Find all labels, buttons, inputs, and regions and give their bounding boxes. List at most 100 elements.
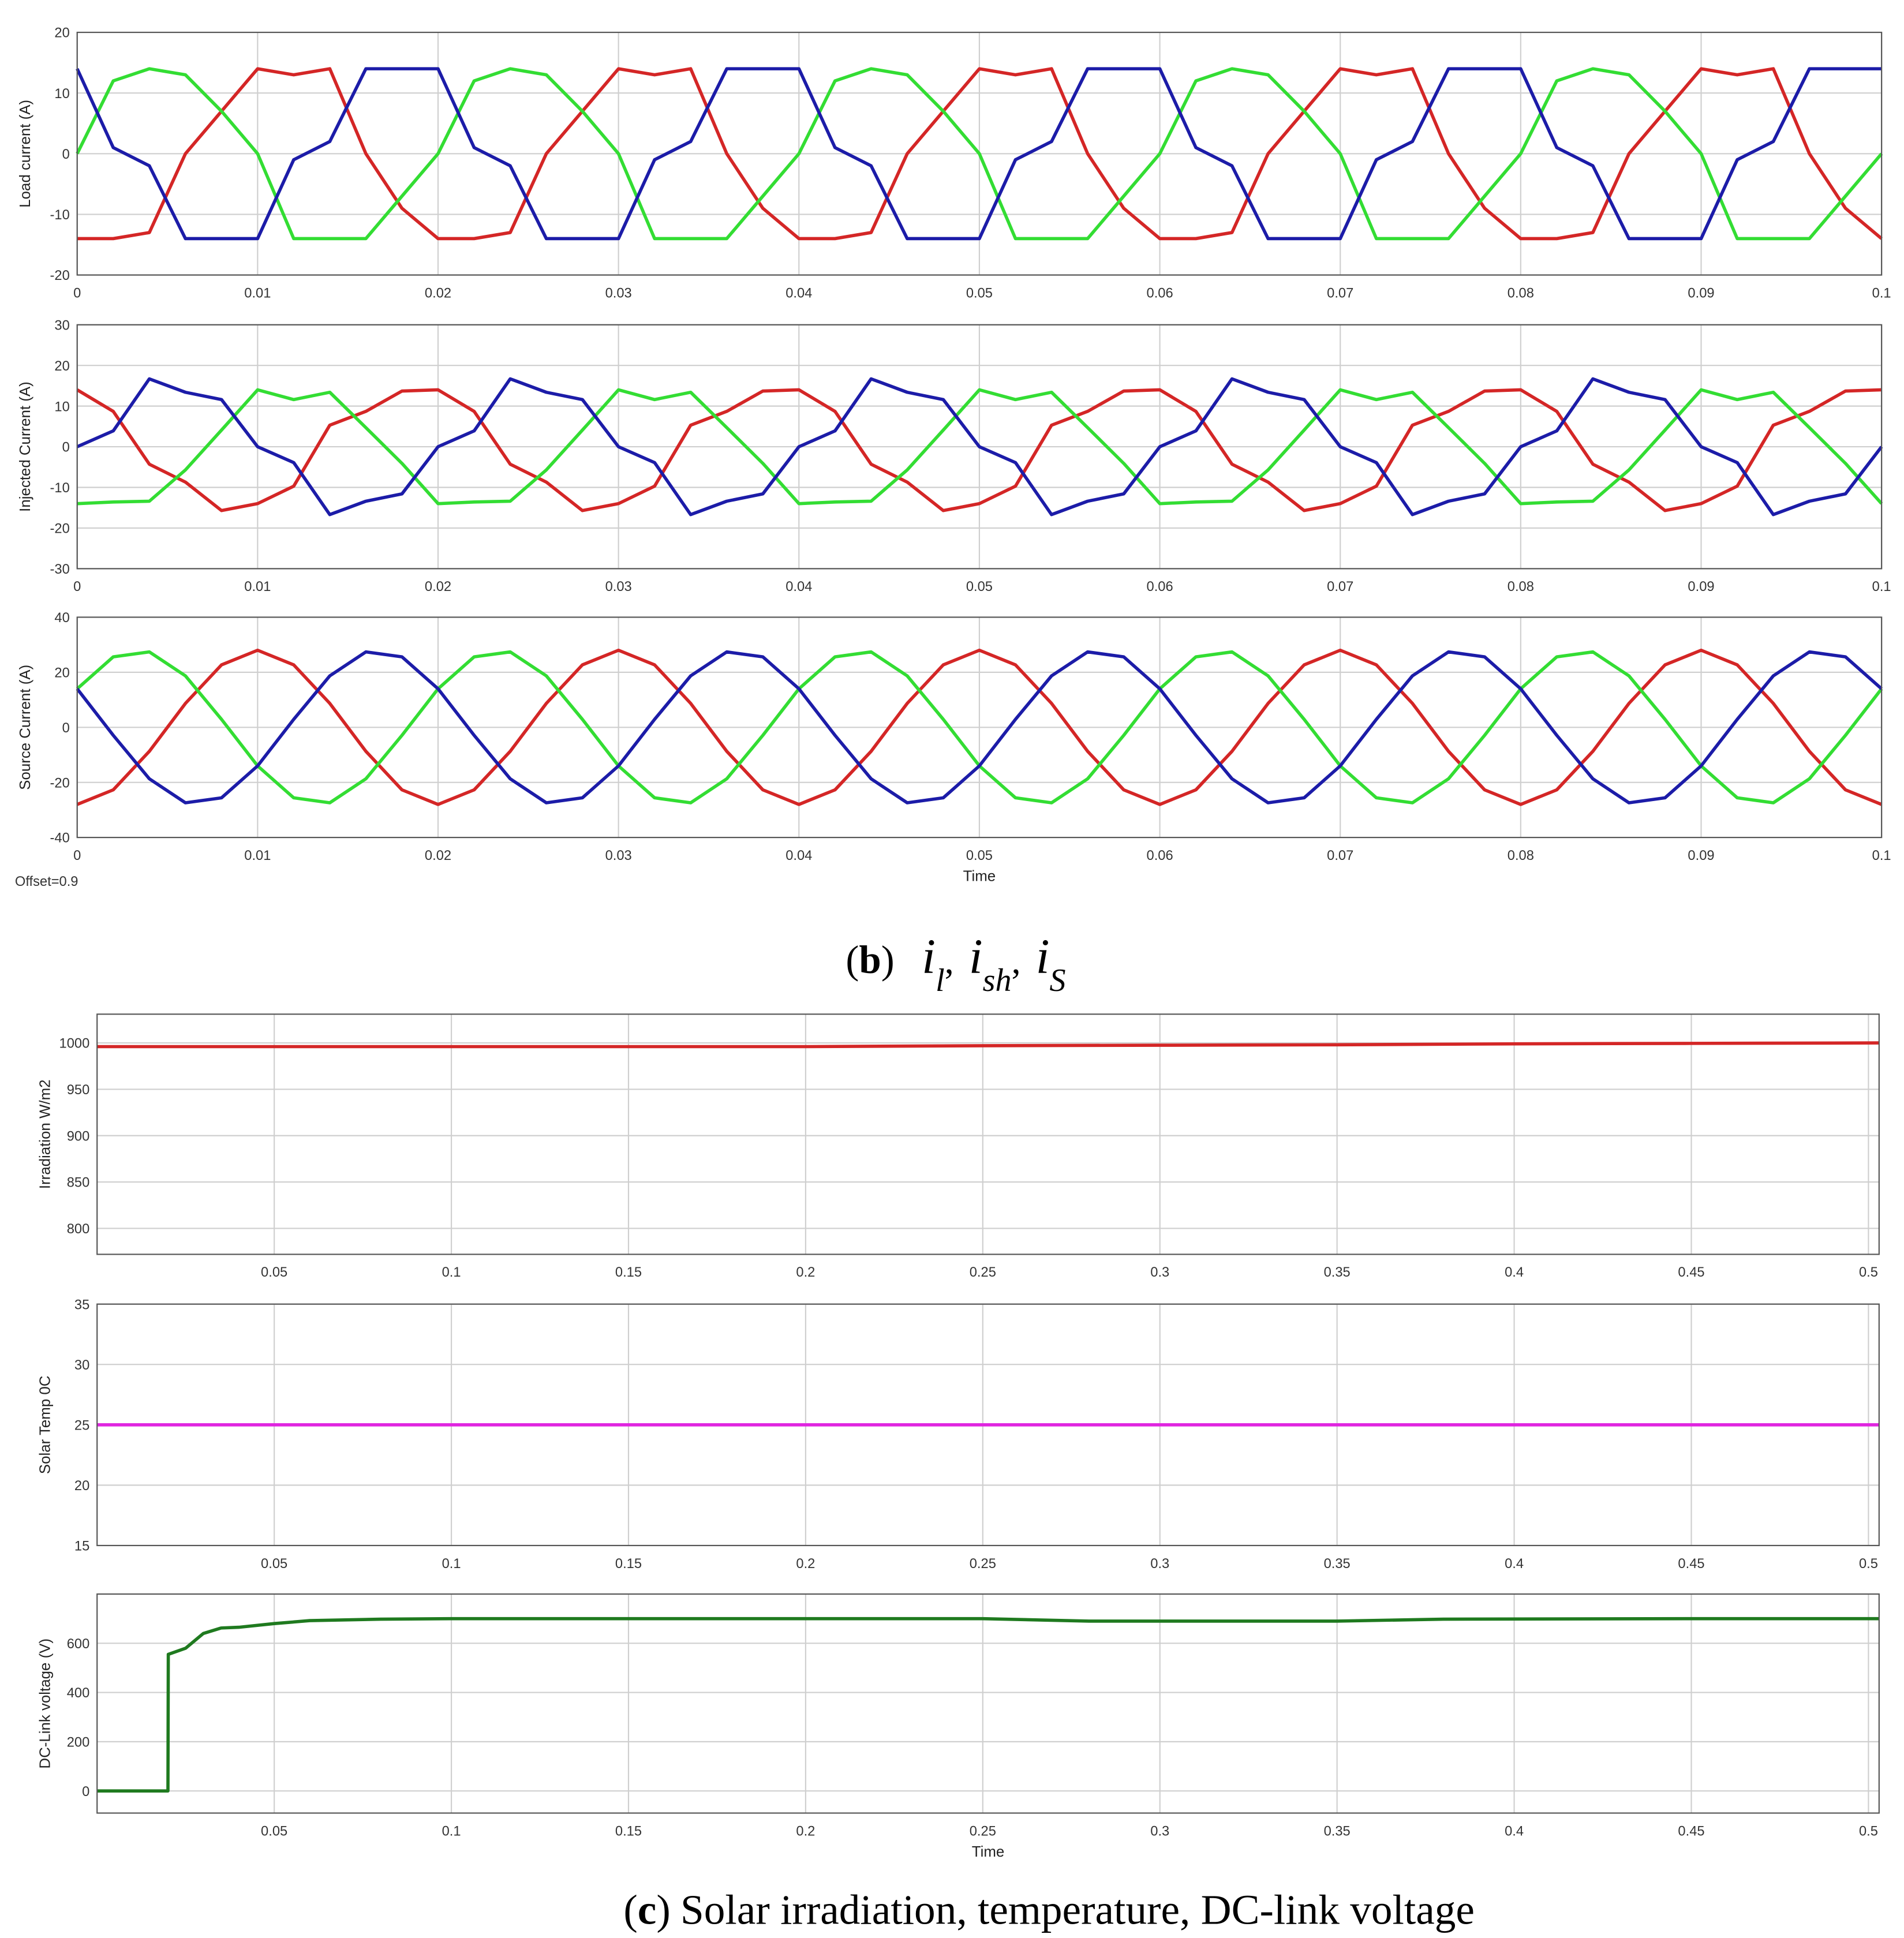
x-tick-label: 0.1	[1872, 579, 1891, 594]
x-tick-label: 0.15	[615, 1265, 642, 1280]
caption-subscript: S	[1050, 963, 1066, 998]
caption-label: c	[638, 1886, 657, 1933]
y-tick-label: 0	[62, 721, 70, 736]
x-tick-label: 0.09	[1688, 579, 1714, 594]
data-line	[76, 377, 1883, 517]
x-tick-label: 0.4	[1505, 1265, 1524, 1280]
data-line	[76, 650, 1883, 805]
y-tick-label: 35	[74, 1297, 89, 1312]
caption-separator: ,	[1012, 940, 1021, 981]
x-tick-label: 0.03	[605, 286, 632, 301]
caption-subscript: l	[936, 963, 945, 998]
caption-paren: (	[623, 1886, 637, 1933]
x-tick-label: 0.2	[796, 1265, 815, 1280]
x-tick-label: 0.25	[970, 1557, 996, 1572]
caption-term: i	[1036, 929, 1050, 984]
y-tick-label: 15	[74, 1539, 89, 1554]
x-tick-label: 0.07	[1327, 286, 1353, 301]
y-tick-label: 0	[62, 147, 70, 162]
y-axis-label: Load current (A)	[17, 100, 33, 208]
x-tick-label: 0.35	[1324, 1265, 1351, 1280]
plot-frame	[96, 1593, 1880, 1814]
x-tick-label: 0.04	[785, 848, 812, 863]
x-tick-label: 0.04	[785, 579, 812, 594]
x-tick-label: 0.01	[244, 579, 271, 594]
x-tick-label: 0.07	[1327, 579, 1353, 594]
plot-frame	[76, 31, 1883, 276]
x-tick-label: 0.15	[615, 1824, 642, 1839]
caption-label: b	[859, 938, 881, 982]
data-line	[97, 1041, 1879, 1049]
y-tick-label: 800	[67, 1222, 90, 1237]
y-tick-label: 20	[74, 1479, 89, 1494]
x-tick-label: 0.1	[442, 1824, 461, 1839]
y-axis-label: DC-Link voltage (V)	[37, 1638, 53, 1769]
y-tick-label: -20	[50, 522, 70, 537]
x-tick-label: 0.03	[605, 579, 632, 594]
x-tick-label: 0.08	[1508, 848, 1534, 863]
y-tick-label: -10	[50, 208, 70, 223]
x-tick-label: 0.5	[1859, 1824, 1878, 1839]
y-tick-label: 30	[54, 318, 69, 333]
y-tick-label: 900	[67, 1129, 90, 1144]
x-tick-label: 0.08	[1508, 579, 1534, 594]
x-tick-label: 0.05	[261, 1265, 287, 1280]
y-tick-label: 200	[67, 1735, 90, 1750]
data-line	[76, 67, 1883, 241]
caption-subscript: sh	[983, 963, 1012, 998]
x-tick-label: 0.09	[1688, 848, 1714, 863]
x-tick-label: 0.4	[1505, 1824, 1524, 1839]
y-tick-label: 40	[54, 611, 69, 626]
x-tick-label: 0.05	[966, 848, 993, 863]
y-tick-label: 950	[67, 1083, 90, 1098]
x-tick-label: 0.35	[1324, 1824, 1351, 1839]
data-line	[76, 388, 1882, 512]
y-tick-label: 30	[74, 1358, 89, 1373]
caption-text: Solar irradiation, temperature, DC-link …	[680, 1886, 1475, 1933]
y-tick-label: 0	[62, 440, 70, 455]
caption-paren: )	[656, 1886, 670, 1933]
x-tick-label: 0.2	[796, 1557, 815, 1572]
y-tick-label: 20	[54, 26, 69, 41]
x-tick-label: 0.4	[1505, 1557, 1524, 1572]
x-tick-label: 0.06	[1147, 848, 1173, 863]
y-tick-label: 10	[54, 87, 69, 102]
caption: (c) Solar irradiation, temperature, DC-li…	[623, 1886, 1475, 1933]
x-tick-label: 0.02	[425, 286, 451, 301]
x-tick-label: 0.1	[1872, 286, 1891, 301]
x-tick-label: 0.06	[1147, 286, 1173, 301]
y-tick-label: 0	[82, 1784, 89, 1799]
x-tick-label: 0.3	[1150, 1824, 1169, 1839]
plot-area	[97, 1594, 1879, 1813]
y-tick-label: -20	[50, 776, 70, 791]
x-tick-label: 0.45	[1678, 1824, 1704, 1839]
x-tick-label: 0.3	[1150, 1265, 1169, 1280]
x-tick-label: 0.04	[785, 286, 812, 301]
plot-frame	[96, 1303, 1880, 1547]
x-tick-label: 0.5	[1859, 1265, 1878, 1280]
x-tick-label: 0.02	[425, 579, 451, 594]
x-axis-label: Time	[963, 869, 996, 885]
x-tick-label: 0.07	[1327, 848, 1353, 863]
y-tick-label: 1000	[59, 1037, 90, 1052]
x-tick-label: 0.09	[1688, 286, 1714, 301]
x-tick-label: 0.08	[1508, 286, 1534, 301]
caption-term: i	[969, 929, 983, 984]
x-tick-label: 0.05	[966, 286, 993, 301]
x-tick-label: 0.01	[244, 848, 271, 863]
caption-paren: (	[846, 938, 859, 982]
annotation: Offset=0.9	[15, 874, 78, 889]
y-tick-label: 10	[54, 399, 69, 414]
data-line	[76, 67, 1882, 241]
data-line	[77, 67, 1883, 241]
plot-area	[97, 1014, 1879, 1255]
y-axis-label: Injected Current (A)	[17, 381, 33, 512]
x-tick-label: 0.05	[261, 1824, 287, 1839]
caption-separator: ,	[945, 940, 954, 981]
x-axis-label: Time	[972, 1844, 1005, 1860]
y-tick-label: 400	[67, 1686, 90, 1701]
plot-frame	[76, 324, 1883, 570]
x-tick-label: 0.02	[425, 848, 451, 863]
caption: (b) il, ish, iS	[846, 929, 1065, 998]
